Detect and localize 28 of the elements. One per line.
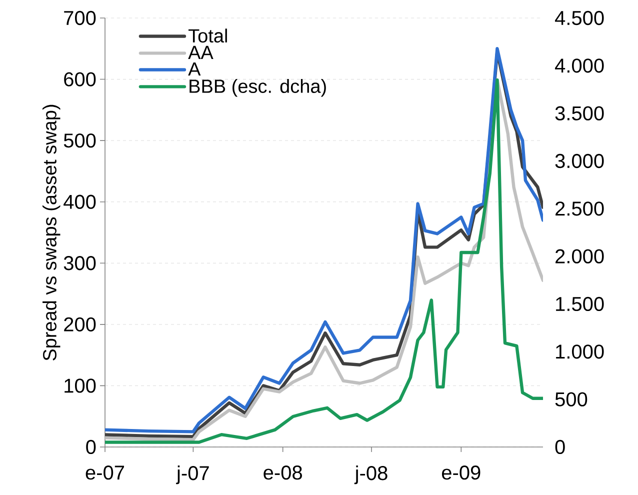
y-tick-label: 400 — [64, 194, 96, 209]
y-tick-label: 500 — [64, 133, 96, 148]
legend-label: Total — [188, 28, 227, 43]
y2-tick-label: 3.000 — [555, 154, 604, 168]
y-tick-label: 100 — [64, 378, 96, 393]
y-tick-label: 200 — [64, 317, 96, 332]
y2-tick-label: 4.000 — [554, 58, 604, 73]
y-axis-title: Spread vs swaps (asset swap) — [42, 104, 60, 360]
y2-tick-label: 2.000 — [556, 249, 604, 264]
y-tick-label: 700 — [64, 10, 96, 26]
y-tick-label: 300 — [64, 256, 96, 270]
y2-tick-label: 1.500 — [556, 296, 604, 312]
y2-tick-label: 2.500 — [556, 202, 604, 216]
x-tick-label: j-08 — [354, 466, 388, 484]
legend-label: AA — [188, 46, 214, 59]
y-tick-label: 0 — [86, 440, 96, 454]
y-tick-label: 600 — [64, 72, 96, 86]
x-tick-label: e-08 — [264, 466, 302, 480]
legend-label: BBB (esc. dcha) — [190, 79, 326, 97]
y2-tick-label: 4.500 — [554, 10, 604, 26]
y2-tick-label: 3.500 — [555, 106, 604, 120]
legend-label: A — [188, 62, 201, 76]
x-tick-label: e-09 — [442, 466, 480, 480]
y2-tick-label: 1.000 — [556, 344, 604, 359]
x-tick-label: j-07 — [176, 466, 209, 484]
y2-tick-label: 500 — [555, 392, 588, 406]
x-tick-label: e-07 — [86, 466, 124, 480]
y2-tick-label: 0 — [555, 440, 565, 454]
